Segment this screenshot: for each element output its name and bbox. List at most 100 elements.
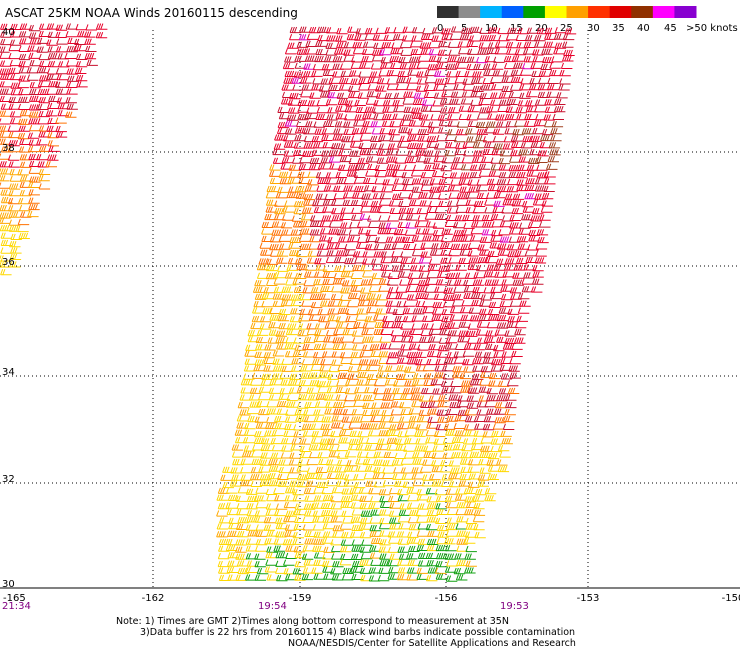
wind-barb xyxy=(403,445,415,452)
wind-barb xyxy=(472,495,485,502)
wind-barb xyxy=(327,92,339,99)
wind-barb xyxy=(515,106,527,114)
wind-barb xyxy=(438,395,450,402)
wind-barb xyxy=(346,300,359,308)
wind-barb xyxy=(338,149,350,157)
wind-barb xyxy=(441,228,453,235)
wind-barb xyxy=(283,141,296,148)
wind-barb xyxy=(217,560,230,568)
wind-barb xyxy=(541,48,553,55)
wind-barb xyxy=(283,559,295,566)
wind-barb xyxy=(271,429,284,437)
wind-barb xyxy=(322,351,334,358)
wind-barb xyxy=(398,523,410,530)
wind-barb xyxy=(517,307,530,314)
wind-barb xyxy=(281,214,294,221)
wind-barb xyxy=(260,444,272,452)
wind-barb xyxy=(397,559,409,566)
wind-barb xyxy=(523,56,535,63)
wind-barb xyxy=(529,149,541,156)
wind-barb xyxy=(438,127,450,134)
wind-barb xyxy=(462,141,474,148)
wind-barb xyxy=(402,236,415,243)
wind-barb xyxy=(450,91,463,98)
wind-barb xyxy=(266,279,278,286)
wind-barb xyxy=(449,307,462,314)
wind-barb xyxy=(353,474,365,481)
wind-barb xyxy=(535,250,547,257)
wind-barb xyxy=(274,207,286,215)
wind-barb xyxy=(330,503,342,510)
wind-barb xyxy=(322,265,335,272)
wind-barb xyxy=(296,481,309,488)
wind-barb xyxy=(315,48,327,56)
wind-barb xyxy=(558,84,570,91)
wind-barb xyxy=(320,358,332,366)
wind-barb xyxy=(482,63,495,70)
wind-barb xyxy=(311,149,324,156)
wind-barb xyxy=(459,34,472,41)
wind-barb xyxy=(370,200,383,208)
legend-swatch xyxy=(437,6,460,18)
wind-barb xyxy=(361,539,373,546)
wind-barb xyxy=(438,178,450,185)
wind-barb xyxy=(532,49,544,56)
wind-barb xyxy=(7,197,20,205)
wind-barb xyxy=(19,161,32,168)
wind-barb xyxy=(260,452,272,459)
legend-swatch xyxy=(523,6,546,18)
wind-barb xyxy=(266,530,278,537)
wind-barb xyxy=(311,567,323,574)
wind-barb xyxy=(425,221,437,228)
wind-barb xyxy=(381,251,394,258)
wind-barb xyxy=(387,143,400,150)
wind-barb xyxy=(403,106,415,113)
wind-barb xyxy=(344,257,356,265)
wind-barb xyxy=(506,380,519,387)
wind-barb xyxy=(350,199,363,206)
wind-barb xyxy=(226,566,239,573)
wind-barb xyxy=(394,315,406,322)
wind-barb xyxy=(523,41,536,48)
wind-barb xyxy=(309,229,322,236)
wind-barb xyxy=(355,444,367,451)
wind-barb xyxy=(514,250,526,257)
wind-barb xyxy=(400,458,413,465)
wind-barb xyxy=(281,358,293,365)
wind-barb xyxy=(288,242,300,249)
wind-barb xyxy=(55,31,67,38)
wind-barb xyxy=(386,227,398,235)
wind-barb xyxy=(358,359,371,366)
wind-barb xyxy=(435,279,448,286)
wind-barb xyxy=(389,523,401,530)
wind-barb xyxy=(412,458,424,465)
wind-barb xyxy=(270,452,283,459)
wind-barb xyxy=(247,336,260,343)
wind-barb xyxy=(404,380,416,387)
wind-barb xyxy=(366,148,378,156)
wind-barb xyxy=(317,177,329,184)
wind-barb xyxy=(401,178,414,186)
wind-barb xyxy=(264,538,276,545)
wind-barb xyxy=(441,308,453,316)
wind-barb xyxy=(347,91,360,99)
wind-barb xyxy=(290,308,302,315)
wind-barb xyxy=(508,171,520,178)
legend-swatch xyxy=(501,6,524,18)
wind-barb xyxy=(495,258,508,265)
wind-barb xyxy=(8,44,20,52)
wind-barb xyxy=(412,98,425,105)
wind-barb xyxy=(431,170,444,178)
wind-barb xyxy=(325,459,338,466)
wind-barb xyxy=(482,148,494,155)
wind-barb xyxy=(324,408,336,415)
wind-barb xyxy=(255,422,268,429)
wind-barb xyxy=(275,531,287,538)
wind-barb xyxy=(259,474,272,481)
wind-barb xyxy=(521,128,534,135)
wind-barb xyxy=(476,192,488,199)
wind-barb xyxy=(311,70,323,77)
wind-barb xyxy=(341,531,353,539)
wind-barb xyxy=(0,81,11,88)
wind-barb xyxy=(477,113,489,120)
